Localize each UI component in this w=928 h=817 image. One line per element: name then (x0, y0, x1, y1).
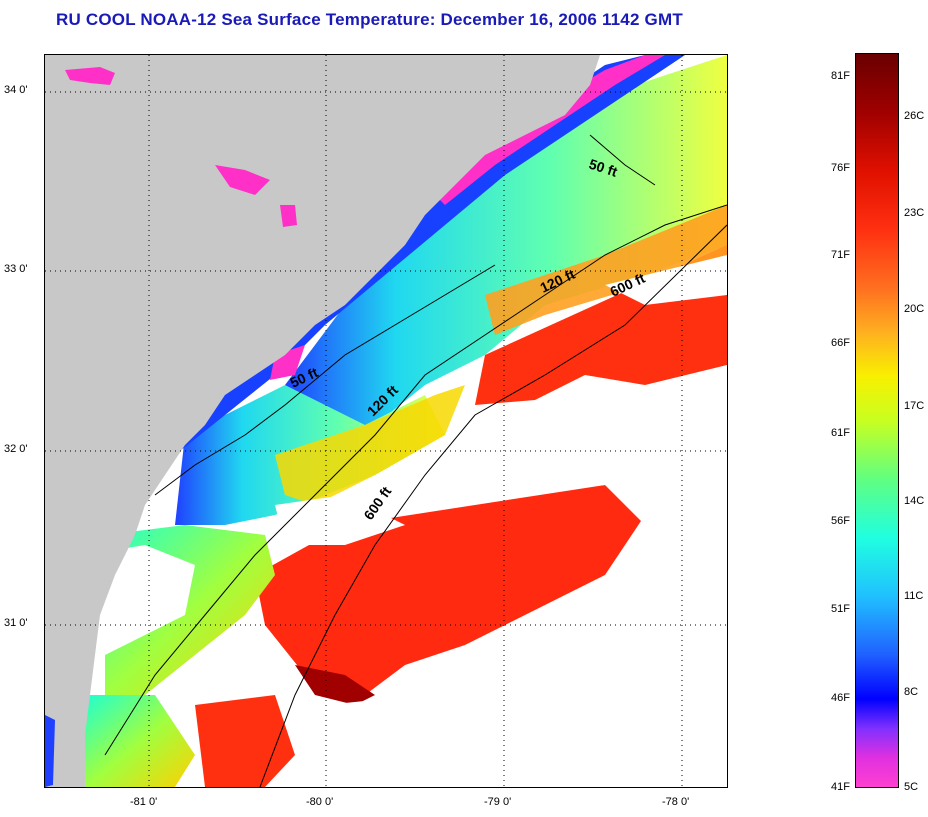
warm-southwest-region (195, 695, 295, 787)
shelf-water-far-south (85, 695, 195, 787)
colorbar-f-46: 46F (831, 692, 850, 704)
page-title: RU COOL NOAA-12 Sea Surface Temperature:… (56, 10, 683, 29)
temperature-colorbar (855, 53, 899, 788)
land-mass (45, 55, 600, 787)
colorbar-f-61: 61F (831, 427, 850, 439)
contour-50ft (154, 134, 656, 496)
cloud-patch-3 (465, 535, 727, 787)
lon-label-80: -80 0' (306, 796, 334, 808)
lat-label-34: 34 0' (4, 84, 28, 96)
colorbar-c-11: 11C (904, 590, 924, 602)
cloud-patch-6 (605, 255, 727, 305)
warm-band-north (485, 205, 727, 335)
warm-south-core (295, 665, 375, 705)
cloud-patch-2 (275, 495, 405, 545)
colorbar-f-56: 56F (831, 515, 850, 527)
lat-label-32: 32 0' (4, 443, 28, 455)
lon-label-81: -81 0' (130, 796, 158, 808)
lat-label-31: 31 0' (4, 617, 28, 629)
map-panel: 50 ft 120 ft 600 ft 50 ft 120 ft 600 ft (44, 54, 728, 788)
lon-label-78: -78 0' (662, 796, 690, 808)
shelf-water-north (285, 55, 727, 435)
colorbar-c-26: 26C (904, 110, 925, 122)
cloud-patch-1 (445, 365, 727, 525)
inland-lake-4 (45, 715, 55, 787)
inland-lake-2 (215, 165, 270, 195)
lat-lon-grid (45, 55, 727, 787)
lon-label-79: -79 0' (484, 796, 512, 808)
contour-120ft (104, 204, 727, 756)
colorbar-c-5: 5C (904, 781, 919, 793)
colorbar-c-14: 14C (904, 495, 925, 507)
sst-map: 50 ft 120 ft 600 ft 50 ft 120 ft 600 ft (45, 55, 727, 787)
colorbar-f-76: 76F (831, 162, 850, 174)
colorbar-f-51: 51F (831, 603, 850, 615)
contour-600ft (259, 224, 727, 787)
colorbar-c-17: 17C (904, 400, 925, 412)
colorbar-c-23: 23C (904, 207, 925, 219)
colorbar-c-20: 20C (904, 303, 925, 315)
colorbar-f-41: 41F (831, 781, 850, 793)
colorbar-c-8: 8C (904, 686, 919, 698)
cloud-patch-5 (295, 695, 485, 787)
colorbar-f-66: 66F (831, 337, 850, 349)
colorbar-f-71: 71F (831, 249, 850, 261)
colorbar-f-81: 81F (831, 70, 850, 82)
cold-nearshore-magenta (425, 55, 665, 205)
inland-lake-1 (65, 67, 115, 85)
inland-lake-3 (280, 205, 297, 227)
lat-label-33: 33 0' (4, 263, 28, 275)
warm-band-mid (275, 385, 465, 505)
